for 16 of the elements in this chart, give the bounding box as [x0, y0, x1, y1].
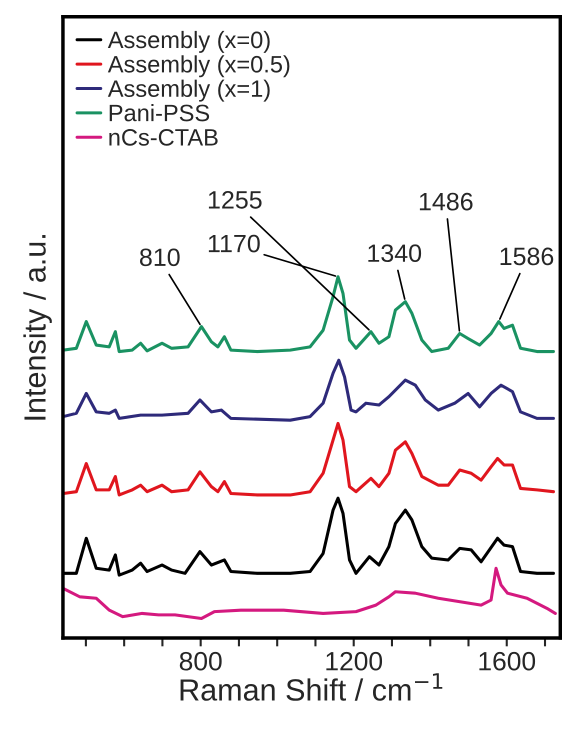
annotation: 1586	[500, 248, 554, 266]
legend-label: Assembly (x=0)	[108, 30, 270, 53]
annotation: 1255	[208, 190, 262, 209]
annotation: 1486	[420, 192, 473, 211]
x-tick-label: 1600	[479, 652, 536, 671]
annotation: 810	[140, 248, 180, 266]
x-tick-label: 1200	[326, 652, 382, 671]
x-axis-title: Raman Shift / cm$^{−1}$	[180, 673, 442, 701]
y-axis-title: Intensity / a.u.	[23, 235, 52, 420]
legend-label: nCs-CTAB	[109, 129, 218, 146]
annotation: 1170	[208, 234, 260, 252]
legend-label: Assembly (x=0.5)	[108, 55, 290, 78]
legend-label: Pani-PSS	[110, 104, 210, 122]
legend-label: Assembly (x=1)	[108, 80, 270, 102]
x-tick-label: 800	[180, 652, 222, 671]
annotation: 1340	[368, 244, 422, 262]
